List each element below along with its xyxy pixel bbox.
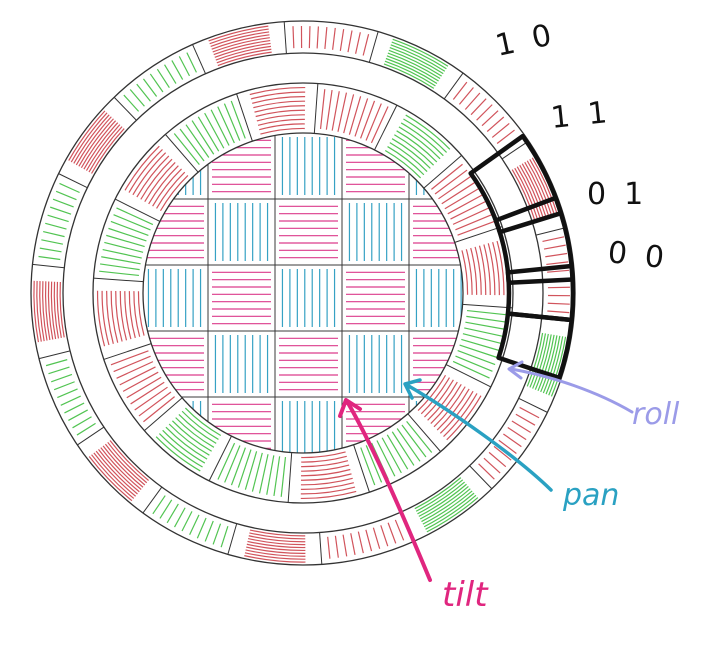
tilt-label: tilt <box>442 575 489 615</box>
tilt-grid-cell <box>275 331 342 397</box>
pan-grid-cell <box>208 331 275 397</box>
tilt-arrow <box>348 403 430 580</box>
outer-ring-segment-red <box>244 530 321 564</box>
roll-arrow <box>511 369 632 412</box>
outer-ring-segment-red <box>193 26 272 74</box>
tilt-grid-cell <box>141 331 208 397</box>
inner-ring-segment-red <box>115 146 188 221</box>
roll-label: roll <box>632 397 680 432</box>
binary-code-1: 10 <box>492 14 572 64</box>
binary-code-3: 01 <box>587 177 661 212</box>
highlighted-segments <box>471 136 573 378</box>
pan-grid-cell <box>342 331 409 397</box>
pan-label: pan <box>562 478 619 513</box>
tilt-grid-cell <box>208 265 275 331</box>
inner-ring-segment-green <box>165 101 245 172</box>
tilt-grid-cell <box>275 199 342 265</box>
outer-ring-segment-red <box>328 512 414 558</box>
outer-ring-segment-green <box>369 32 448 89</box>
binary-code-4: 00 <box>606 235 683 278</box>
ring-boundary-circle <box>143 133 463 453</box>
outer-ring-segment-green <box>153 496 237 555</box>
inner-ring-segment-red <box>418 365 491 440</box>
outer-ring-segment-red <box>89 441 162 513</box>
pan-grid-cell <box>275 133 342 199</box>
inner-ring-segment-green <box>375 105 450 178</box>
outer-ring-segment-red <box>444 73 519 150</box>
inner-ring-segment-red <box>111 351 182 431</box>
pan-grid-cell <box>342 199 409 265</box>
binary-code-2: 11 <box>549 93 626 136</box>
pan-grid-cell <box>208 463 275 529</box>
ring-boundary-circle <box>63 53 543 533</box>
pan-grid-cell <box>275 265 342 331</box>
tilt-grid-cell <box>141 199 208 265</box>
outer-ring-segment-green <box>46 360 104 445</box>
tilt-grid-cell <box>342 265 409 331</box>
tilt-grid-cell <box>208 397 275 463</box>
pan-grid-cell <box>141 265 208 331</box>
pan-grid-cell <box>342 463 409 529</box>
ring-segments <box>33 22 574 565</box>
pan-grid-cell <box>208 199 275 265</box>
tilt-grid-cell <box>208 133 275 199</box>
